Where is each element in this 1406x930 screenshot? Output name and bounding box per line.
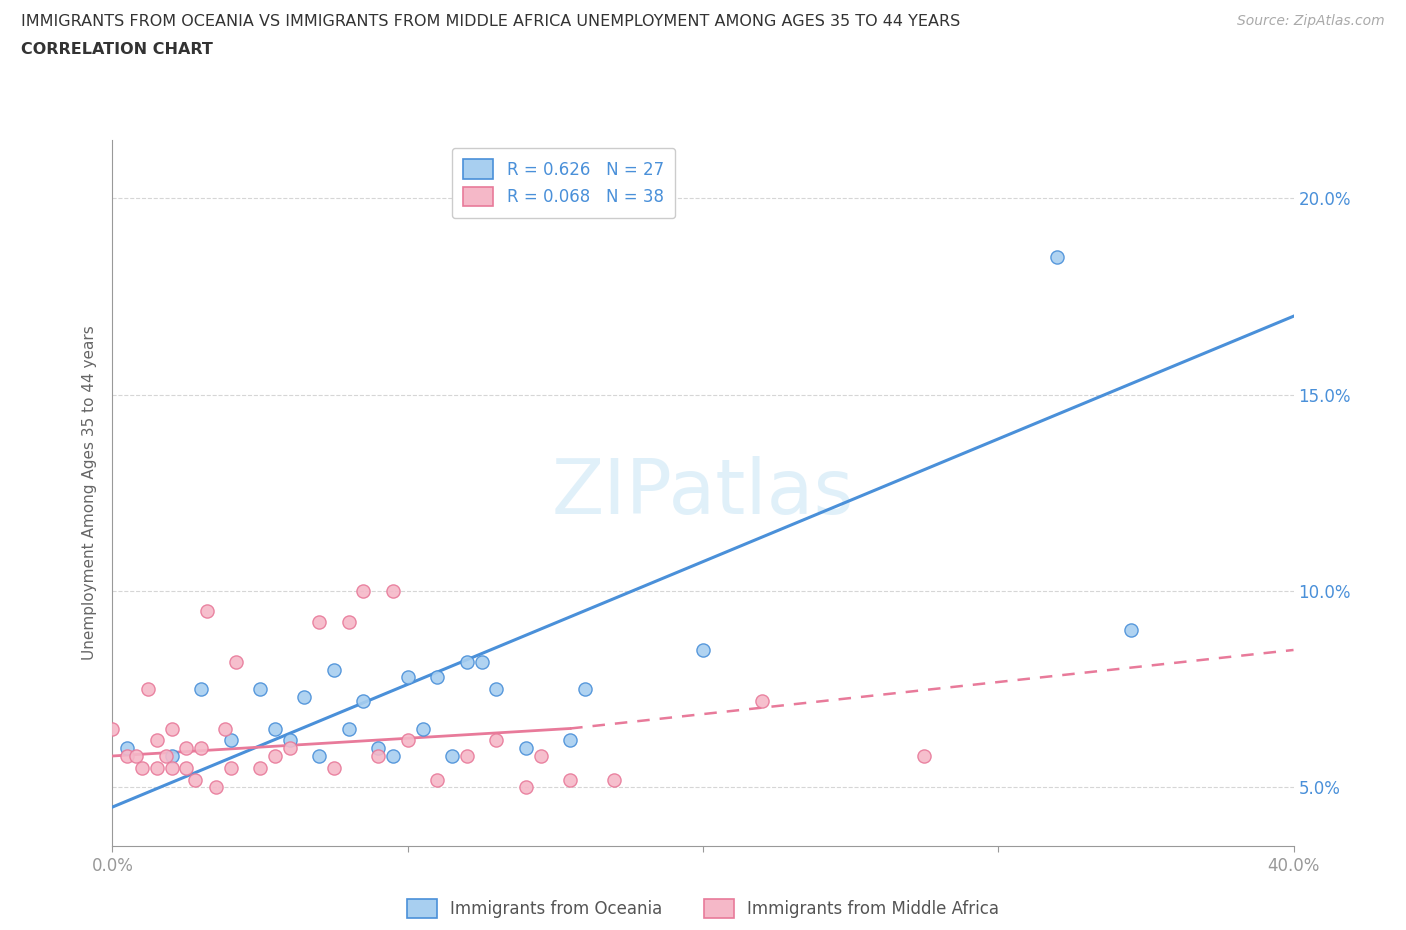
Point xyxy=(174,740,197,755)
Point xyxy=(292,690,315,705)
Point xyxy=(323,662,346,677)
Point xyxy=(146,761,169,776)
Point xyxy=(190,682,212,697)
Point xyxy=(219,761,242,776)
Point xyxy=(456,749,478,764)
Point xyxy=(160,761,183,776)
Point xyxy=(558,772,582,787)
Point xyxy=(125,749,148,764)
Text: Source: ZipAtlas.com: Source: ZipAtlas.com xyxy=(1237,14,1385,28)
Point xyxy=(558,733,582,748)
Point xyxy=(264,721,287,736)
Point xyxy=(323,761,346,776)
Point xyxy=(751,694,773,709)
Point xyxy=(184,772,207,787)
Point xyxy=(396,670,419,684)
Point xyxy=(396,733,419,748)
Point xyxy=(117,749,138,764)
Point xyxy=(382,584,405,599)
Point xyxy=(914,749,936,764)
Point xyxy=(308,615,330,630)
Point xyxy=(529,749,551,764)
Point xyxy=(205,780,228,795)
Point xyxy=(278,733,301,748)
Point xyxy=(146,733,169,748)
Point xyxy=(692,643,714,658)
Point xyxy=(485,682,508,697)
Legend: Immigrants from Oceania, Immigrants from Middle Africa: Immigrants from Oceania, Immigrants from… xyxy=(395,887,1011,930)
Text: ZIPatlas: ZIPatlas xyxy=(551,456,855,530)
Point xyxy=(441,749,464,764)
Point xyxy=(426,670,449,684)
Point xyxy=(249,761,271,776)
Y-axis label: Unemployment Among Ages 35 to 44 years: Unemployment Among Ages 35 to 44 years xyxy=(82,326,97,660)
Point xyxy=(1119,623,1142,638)
Point xyxy=(160,721,183,736)
Point xyxy=(352,694,374,709)
Point xyxy=(160,749,183,764)
Point xyxy=(101,721,124,736)
Point xyxy=(603,772,626,787)
Point xyxy=(515,780,537,795)
Point xyxy=(470,655,494,670)
Point xyxy=(219,733,242,748)
Point xyxy=(1046,250,1069,265)
Point xyxy=(249,682,271,697)
Point xyxy=(225,655,247,670)
Point xyxy=(337,615,360,630)
Point xyxy=(515,740,537,755)
Point xyxy=(278,740,301,755)
Point xyxy=(367,749,389,764)
Point xyxy=(117,740,138,755)
Point xyxy=(382,749,405,764)
Point xyxy=(174,761,197,776)
Point xyxy=(485,733,508,748)
Point xyxy=(456,655,478,670)
Point xyxy=(352,584,374,599)
Point xyxy=(136,682,159,697)
Point xyxy=(426,772,449,787)
Point xyxy=(131,761,153,776)
Point xyxy=(214,721,236,736)
Text: CORRELATION CHART: CORRELATION CHART xyxy=(21,42,212,57)
Point xyxy=(367,740,389,755)
Point xyxy=(264,749,287,764)
Point xyxy=(195,604,218,618)
Point xyxy=(190,740,212,755)
Text: IMMIGRANTS FROM OCEANIA VS IMMIGRANTS FROM MIDDLE AFRICA UNEMPLOYMENT AMONG AGES: IMMIGRANTS FROM OCEANIA VS IMMIGRANTS FR… xyxy=(21,14,960,29)
Point xyxy=(308,749,330,764)
Point xyxy=(574,682,596,697)
Point xyxy=(337,721,360,736)
Point xyxy=(155,749,177,764)
Point xyxy=(411,721,433,736)
